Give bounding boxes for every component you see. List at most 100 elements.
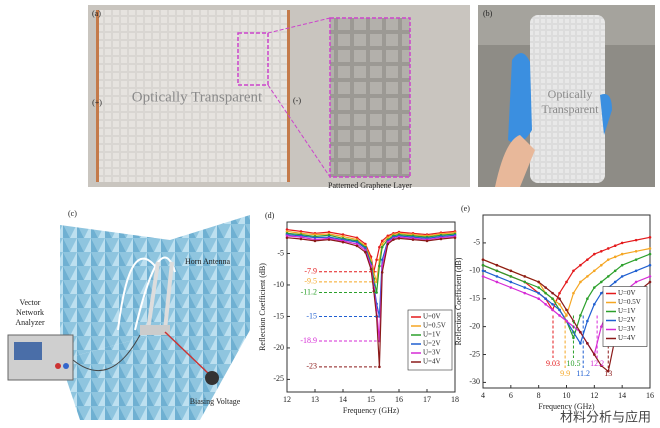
y-tick-label: -10 — [469, 266, 480, 275]
marker — [509, 280, 513, 284]
annotation-label: 9.03 — [546, 359, 560, 368]
overlay-text: Optically Transparent — [132, 89, 263, 105]
marker — [380, 242, 384, 246]
marker — [634, 238, 638, 242]
marker — [586, 297, 589, 301]
marker — [620, 263, 624, 267]
marker — [285, 234, 289, 238]
marker — [551, 302, 554, 306]
x-tick-label: 16 — [395, 395, 403, 404]
marker — [613, 269, 617, 273]
marker — [606, 369, 610, 373]
marker — [599, 325, 603, 328]
marker — [648, 275, 652, 278]
y-tick-label: -25 — [273, 374, 284, 383]
annotation-label: -11.2 — [301, 287, 317, 296]
marker — [355, 242, 359, 246]
marker — [453, 236, 457, 240]
marker — [586, 342, 589, 345]
y-axis-label: Reflection Coefficient (dB) — [258, 263, 267, 351]
legend-label: U=1V — [423, 331, 441, 339]
marker — [285, 236, 289, 240]
y-tick-label: -30 — [469, 377, 480, 386]
marker — [558, 302, 561, 306]
marker — [523, 291, 527, 295]
marker — [378, 264, 381, 268]
marker — [372, 289, 376, 293]
marker — [593, 286, 596, 289]
legend-label: U=3V — [423, 349, 441, 357]
marker — [606, 258, 610, 261]
panel-a: (a) Optically Transparent (+) (-) Patter… — [88, 5, 470, 190]
antenna-label: Horn Antenna — [185, 257, 231, 266]
watermark: 材料分析与应用 — [560, 410, 651, 426]
y-tick-label: -20 — [273, 343, 284, 352]
marker — [599, 280, 603, 284]
marker — [648, 263, 652, 267]
marker — [551, 308, 554, 312]
x-tick-label: 18 — [451, 395, 459, 404]
marker — [537, 291, 540, 295]
marker — [634, 269, 638, 273]
marker — [378, 245, 381, 249]
marker — [495, 275, 499, 278]
vna-label: Vector — [20, 298, 41, 307]
marker — [523, 286, 527, 289]
marker — [378, 365, 381, 369]
marker — [313, 239, 317, 243]
legend-label: U=0V — [423, 313, 441, 321]
marker — [565, 319, 568, 323]
marker — [565, 308, 568, 312]
legend-box — [602, 286, 648, 347]
marker — [620, 275, 624, 278]
annotation-label: 10.5 — [566, 359, 580, 368]
marker — [599, 263, 603, 267]
marker — [313, 233, 317, 236]
minus-label: (-) — [293, 96, 301, 105]
marker — [481, 263, 485, 267]
marker — [544, 291, 547, 295]
marker — [648, 252, 652, 256]
marker — [544, 302, 547, 306]
x-tick-label: 17 — [423, 395, 431, 404]
legend-box — [407, 309, 453, 371]
x-tick-label: 16 — [646, 391, 654, 400]
y-tick-label: -15 — [273, 311, 284, 320]
marker — [648, 236, 652, 239]
marker — [606, 247, 610, 250]
marker — [579, 280, 582, 284]
marker — [386, 242, 390, 246]
marker — [380, 258, 384, 262]
y-tick-label: -20 — [469, 321, 480, 330]
legend-label: U=0V — [618, 289, 636, 297]
marker — [386, 236, 390, 240]
panel-label: (b) — [483, 9, 493, 18]
y-tick-label: -15 — [469, 294, 480, 303]
panel-b: (b) Optically Transparent — [478, 5, 655, 187]
legend-label: U=4V — [618, 334, 636, 342]
marker — [620, 252, 624, 256]
legend-label: U=0.5V — [423, 322, 446, 330]
marker — [599, 249, 603, 253]
marker — [544, 297, 547, 301]
marker — [495, 263, 499, 267]
marker — [551, 291, 554, 295]
overlay-text: Transparent — [542, 102, 600, 116]
marker — [327, 233, 331, 237]
marker — [586, 258, 589, 261]
marker — [375, 315, 378, 318]
marker — [495, 269, 499, 273]
x-axis-label: Frequency (GHz) — [538, 402, 595, 411]
marker — [613, 255, 617, 259]
x-tick-label: 12 — [283, 395, 291, 404]
marker — [523, 280, 527, 284]
marker — [593, 302, 596, 306]
panel-label: (c) — [68, 209, 77, 218]
annotation-label: 13 — [604, 369, 612, 378]
marker — [327, 230, 331, 234]
marker — [313, 236, 317, 240]
marker — [579, 330, 582, 334]
x-tick-label: 12 — [590, 391, 598, 400]
marker — [613, 244, 617, 247]
